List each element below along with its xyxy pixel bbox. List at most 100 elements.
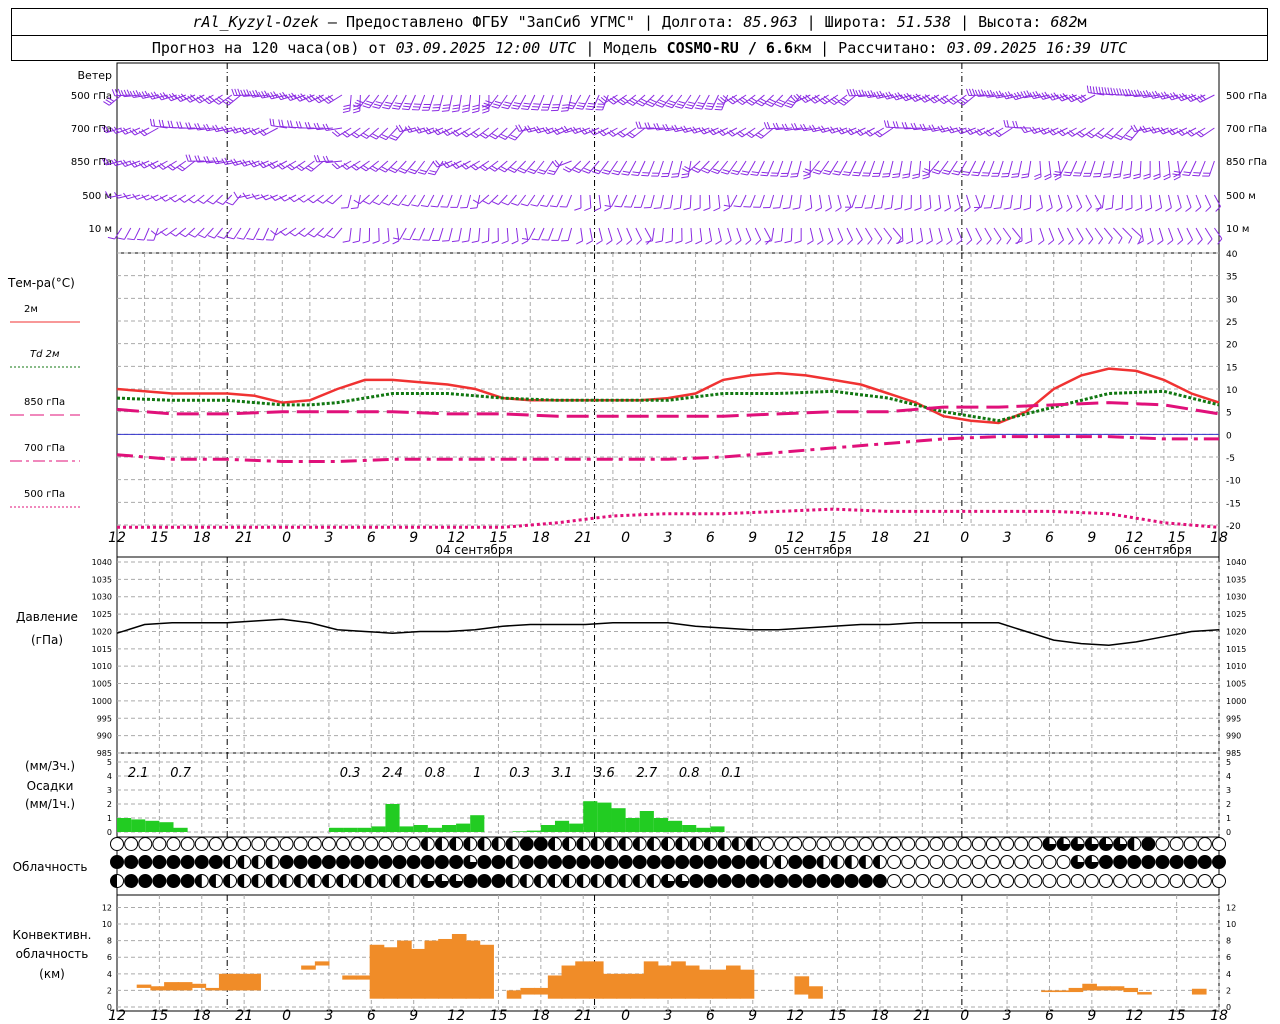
wind-barb-flag [502, 104, 510, 107]
cloud-circle [1113, 874, 1128, 888]
wind-barb-flag [326, 234, 334, 239]
wind-barb-flag [1147, 240, 1154, 245]
wind-barb-flag [176, 166, 183, 172]
wind-barb-flag [892, 121, 896, 129]
wind-barb-flag [626, 133, 633, 139]
wind-barb-shaft [567, 227, 573, 241]
wind-barb-flag [683, 125, 689, 132]
conv-ytick-left: 2 [107, 986, 112, 995]
wind-barb-flag [316, 154, 321, 162]
bottom-axis-hour-label: 15 [490, 1008, 508, 1024]
temp-axis-hour-label: 15 [829, 530, 847, 546]
precip-bar [173, 827, 188, 832]
wind-barb-flag [391, 134, 399, 139]
wind-barb-flag [874, 207, 882, 210]
wind-barb-flag [955, 127, 962, 135]
pressure-ytick-left: 1015 [92, 645, 112, 654]
wind-barb-flag [107, 236, 115, 240]
precip-ytick-left: 3 [107, 786, 112, 795]
wind-barb-flag [684, 106, 693, 110]
wind-barb-flag [390, 167, 398, 171]
wind-barb-flag [1173, 176, 1181, 181]
wind-barb-flag [593, 168, 601, 172]
conv-bar [1068, 987, 1084, 993]
cloud-circle [745, 855, 760, 869]
wind-barb-flag [423, 128, 429, 135]
wind-barb-flag [757, 100, 765, 105]
wind-barb-shaft [626, 227, 633, 241]
wind-barb-shaft [303, 194, 315, 203]
wind-barb-flag [203, 98, 210, 105]
wind-barb-flag [803, 173, 811, 177]
wind-barb-flag [692, 126, 698, 133]
conv-bar [383, 947, 399, 999]
wind-barb-flag [270, 230, 277, 236]
conv-bar [479, 944, 494, 999]
wind-barb-shaft [1139, 160, 1142, 178]
wind-barb-shaft [476, 194, 481, 208]
wind-barb-flag [545, 126, 551, 133]
wind-barb-flag [976, 239, 982, 245]
wind-barb-flag [258, 162, 264, 169]
wind-barb-flag [772, 123, 777, 130]
wind-barb-shaft [1011, 227, 1021, 239]
wind-barb-flag [961, 97, 969, 102]
pressure-ytick-right: 985 [1226, 749, 1241, 758]
wind-barb-flag [998, 90, 1003, 98]
wind-barb-shaft [536, 194, 545, 207]
cloud-circle [166, 855, 181, 869]
temp-axis-hour-label: 12 [108, 530, 126, 546]
wind-barb-flag [1035, 90, 1040, 98]
wind-barb-shaft [828, 194, 832, 208]
wind-barb-flag [260, 128, 267, 135]
wind-barb-flag [472, 163, 479, 169]
wind-barb-flag [1076, 206, 1083, 212]
wind-barb-shaft [222, 194, 233, 205]
cloud-circle [350, 837, 365, 851]
wind-barb-flag [554, 127, 561, 134]
wind-barb-flag [894, 207, 902, 211]
wind-barb-flag [402, 238, 410, 241]
cloud-circle [576, 855, 591, 869]
cloud-quarter [1071, 837, 1085, 851]
wind-barb-shaft [349, 227, 352, 241]
conv-bar [438, 938, 453, 999]
wind-barb-flag [150, 230, 157, 236]
wind-barb-flag [129, 129, 136, 136]
wind-barb-flag [212, 125, 217, 132]
wind-barb-flag [341, 164, 348, 170]
wind-barb-flag [141, 161, 148, 168]
wind-barb-flag [696, 104, 704, 107]
wind-barb-flag [902, 173, 910, 176]
wind-barb-flag [305, 167, 312, 172]
temp-axis-hour-label: 0 [621, 530, 630, 546]
cloud-half [590, 874, 598, 888]
wind-barb-flag [855, 90, 860, 97]
wind-barb-flag [1020, 126, 1026, 133]
wind-barb-flag [240, 89, 244, 97]
cloud-half [774, 855, 782, 869]
wind-barb-flag [729, 97, 736, 103]
precip-bar [554, 820, 570, 832]
wind-barb-flag [248, 129, 255, 136]
wind-barb-flag [362, 132, 370, 137]
wind-barb-flag [352, 104, 360, 108]
wind-level-label-left: 10 м [89, 224, 112, 235]
wind-barb-flag [621, 173, 629, 176]
wind-barb-flag [1054, 173, 1061, 178]
wind-barb-flag [924, 168, 931, 172]
wind-barb-shaft [699, 227, 703, 241]
wind-barb-shaft [984, 227, 992, 240]
wind-barb-flag [488, 167, 496, 172]
wind-barb-shaft [399, 227, 407, 240]
precip-bar [526, 830, 541, 832]
precip-total-label: 3.6 [594, 766, 615, 781]
wind-barb-shaft [837, 227, 844, 241]
cloud-circle [646, 855, 661, 869]
wind-barb-flag [411, 204, 419, 207]
wind-barb-shaft [285, 227, 297, 236]
cloud-half [548, 874, 555, 888]
wind-barb-flag [956, 239, 963, 245]
wind-barb-flag [800, 97, 806, 103]
wind-barb-flag [392, 107, 400, 110]
